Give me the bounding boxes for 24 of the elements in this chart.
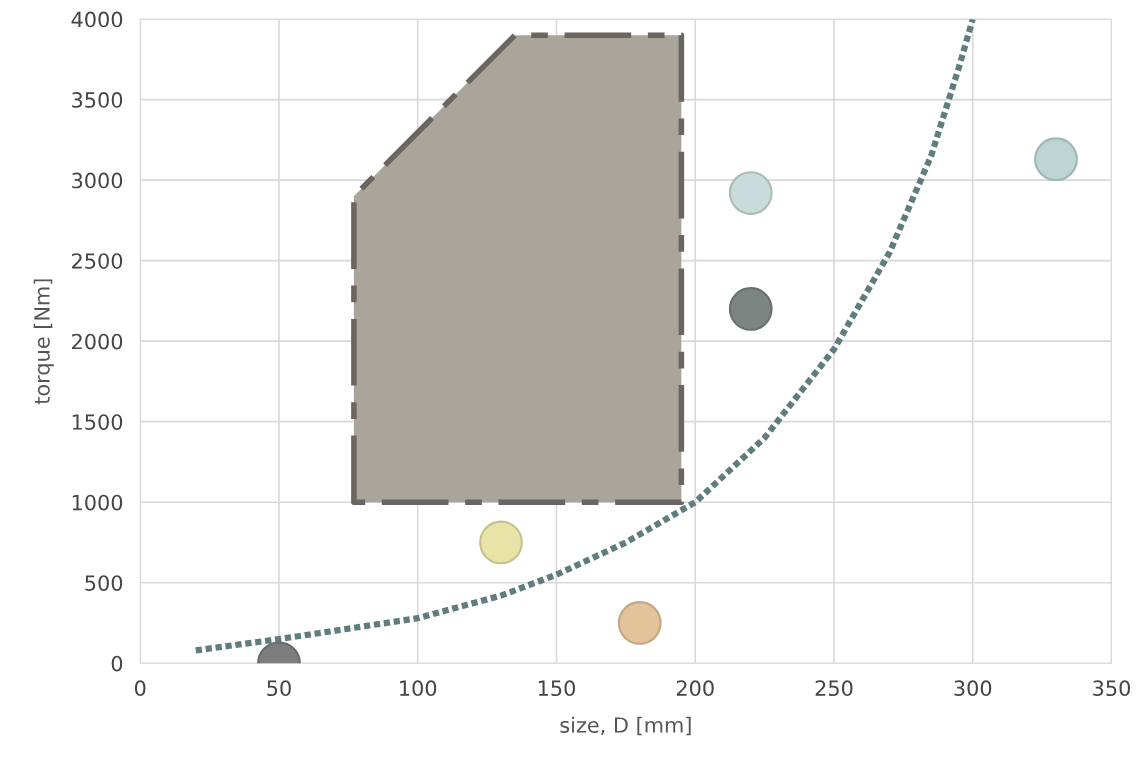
y-tick-label: 3500 (72, 92, 123, 108)
y-tick-label: 4000 (71, 11, 123, 28)
point (617, 601, 662, 645)
x-tick-label: 200 (676, 680, 714, 697)
y-tick-label: 1000 (72, 494, 123, 511)
x-tick-label: 150 (538, 680, 575, 697)
point (1034, 137, 1078, 182)
y-axis-title: torque [Nm] (33, 279, 54, 405)
y-tick-label: 2500 (72, 253, 123, 269)
x-tick-label: 250 (815, 680, 853, 697)
y-tick-label: 0 (111, 655, 123, 672)
point (479, 520, 523, 565)
y-tick-label: 2000 (72, 333, 123, 350)
x-tick-label: 350 (1093, 680, 1130, 697)
point (728, 287, 773, 331)
y-tick-label: 1500 (72, 414, 123, 430)
x-axis-title: size, D [mm] (560, 716, 691, 736)
x-tick-label: 100 (400, 680, 437, 697)
point (728, 171, 773, 215)
y-tick-label: 500 (85, 575, 123, 591)
x-tick-label: 0 (134, 680, 146, 697)
y-tick-label: 3000 (72, 172, 123, 189)
x-tick-label: 300 (954, 680, 992, 697)
x-tick-label: 50 (267, 680, 291, 697)
